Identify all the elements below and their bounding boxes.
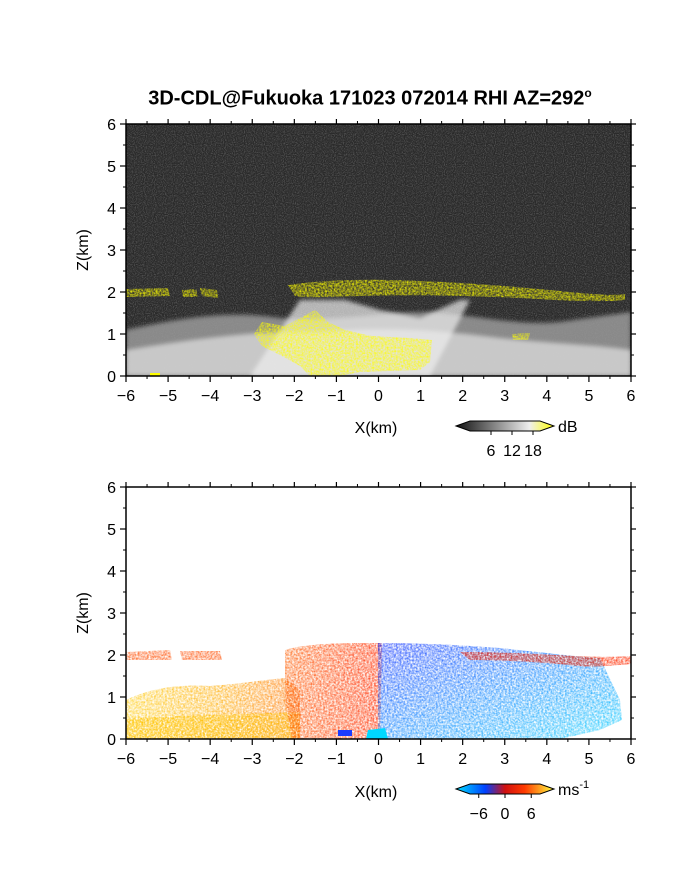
velocity-colorbar-tick-label: 0 <box>501 806 510 823</box>
velocity-x-tick-label: −4 <box>201 751 219 768</box>
backscatter-x-tick-label: −2 <box>285 388 303 405</box>
velocity-cloud-top-band <box>460 652 631 667</box>
backscatter-y-tick-label: 3 <box>107 243 116 260</box>
backscatter-x-tick-label: −5 <box>159 388 177 405</box>
backscatter-x-tick-label: 5 <box>584 388 593 405</box>
velocity-x-tick-label: 4 <box>542 751 551 768</box>
title-degree-symbol: o <box>584 86 592 100</box>
backscatter-x-tick-label: −4 <box>201 388 219 405</box>
velocity-y-tick-label: 2 <box>107 648 116 665</box>
velocity-x-tick-label: −5 <box>159 751 177 768</box>
backscatter-x-tick-label: 0 <box>374 388 383 405</box>
backscatter-x-tick-label: 1 <box>416 388 425 405</box>
backscatter-y-label: Z(km) <box>75 229 92 271</box>
cloud-fragment-left-2 <box>182 289 198 297</box>
chart-title: 3D-CDL@Fukuoka 171023 072014 RHI AZ=292o <box>0 86 680 111</box>
velocity-x-tick-label: 5 <box>584 751 593 768</box>
velocity-colorbar: ms-1 −6 0 6 <box>454 779 589 823</box>
velocity-heatmap <box>126 487 631 739</box>
backscatter-colorbar-tick-label: 18 <box>524 443 542 460</box>
near-field-strong-return <box>254 310 432 376</box>
backscatter-heatmap <box>126 124 631 376</box>
backscatter-x-tick-label: −3 <box>243 388 261 405</box>
velocity-y-tick-label: 3 <box>107 606 116 623</box>
backscatter-axes: −6 −5 −4 −3 −2 −1 0 1 2 3 4 5 6 0 1 2 3 4 5 6 <box>107 117 636 405</box>
backscatter-x-label: X(km) <box>355 420 398 437</box>
velocity-colorbar-tick-label: 6 <box>527 806 536 823</box>
velocity-x-tick-label: 3 <box>500 751 509 768</box>
backscatter-x-tick-label: 6 <box>627 388 636 405</box>
backscatter-x-tick-label: 2 <box>458 388 467 405</box>
velocity-colorbar-unit-text: ms-1 <box>558 779 589 799</box>
velocity-x-tick-label: 6 <box>627 751 636 768</box>
backscatter-colorbar: dB 6 12 18 <box>454 419 578 460</box>
backscatter-y-tick-label: 2 <box>107 285 116 302</box>
velocity-x-tick-label: 2 <box>458 751 467 768</box>
backscatter-colorbar-tick-label: 6 <box>487 443 496 460</box>
velocity-y-tick-label: 6 <box>107 480 116 497</box>
velocity-colorbar-unit: ms <box>558 782 579 799</box>
velocity-colorbar-unit-exponent: -1 <box>579 779 589 791</box>
backscatter-x-tick-label: 4 <box>542 388 551 405</box>
backscatter-x-tick-label: 3 <box>500 388 509 405</box>
cloud-fragment-left-3 <box>200 288 218 298</box>
velocity-x-tick-label: 1 <box>416 751 425 768</box>
velocity-axes: −6 −5 −4 −3 −2 −1 0 1 2 3 4 5 6 0 1 2 3 4 5 6 <box>107 480 636 768</box>
velocity-x-tick-label: 0 <box>374 751 383 768</box>
backscatter-colorbar-bar <box>454 420 556 432</box>
velocity-x-tick-label: −3 <box>243 751 261 768</box>
velocity-y-tick-label: 5 <box>107 522 116 539</box>
backscatter-y-tick-label: 1 <box>107 327 116 344</box>
cloud-fragment-left-1 <box>126 288 170 297</box>
return-fragment-right <box>512 333 530 340</box>
velocity-y-tick-label: 1 <box>107 690 116 707</box>
velocity-right-flow <box>378 643 622 739</box>
backscatter-colorbar-unit: dB <box>558 419 578 436</box>
velocity-y-label: Z(km) <box>75 592 92 634</box>
backscatter-y-tick-label: 4 <box>107 201 116 218</box>
cloud-base-layer <box>288 279 625 302</box>
velocity-colorbar-bar <box>454 783 556 795</box>
backscatter-x-tick-label: −1 <box>327 388 345 405</box>
velocity-left-blue-patch <box>338 730 352 736</box>
velocity-x-tick-label: −1 <box>327 751 345 768</box>
backscatter-y-tick-label: 5 <box>107 159 116 176</box>
velocity-mid-flow <box>285 643 382 739</box>
chart-title-text: 3D-CDL@Fukuoka 171023 072014 RHI AZ=292 <box>148 87 585 110</box>
velocity-y-tick-label: 4 <box>107 564 116 581</box>
backscatter-x-tick-label: −6 <box>117 388 135 405</box>
velocity-y-tick-label: 0 <box>107 732 116 749</box>
velocity-origin-pocket <box>366 728 388 739</box>
velocity-x-tick-label: −6 <box>117 751 135 768</box>
backscatter-colorbar-tick-label: 12 <box>503 443 521 460</box>
velocity-colorbar-tick-label: −6 <box>470 806 488 823</box>
velocity-left-cloud-band-1 <box>126 650 172 660</box>
velocity-x-tick-label: −2 <box>285 751 303 768</box>
velocity-left-flow-low <box>126 712 300 739</box>
velocity-left-cloud-band-2 <box>180 651 222 660</box>
backscatter-y-tick-label: 6 <box>107 117 116 134</box>
backscatter-y-tick-label: 0 <box>107 369 116 386</box>
velocity-x-label: X(km) <box>355 784 398 801</box>
